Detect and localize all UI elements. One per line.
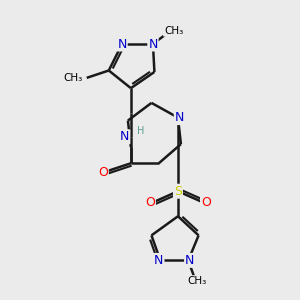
Text: O: O [98,166,108,178]
Text: N: N [148,38,158,50]
Text: CH₃: CH₃ [63,73,82,83]
Text: N: N [175,111,184,124]
Text: H: H [137,126,145,136]
Text: N: N [117,38,127,50]
Text: S: S [174,185,182,198]
Text: O: O [145,196,155,209]
Text: CH₃: CH₃ [188,276,207,286]
Text: N: N [154,254,164,267]
Text: N: N [185,254,194,267]
Text: N: N [120,130,129,143]
Text: CH₃: CH₃ [164,26,183,36]
Text: O: O [201,196,211,209]
